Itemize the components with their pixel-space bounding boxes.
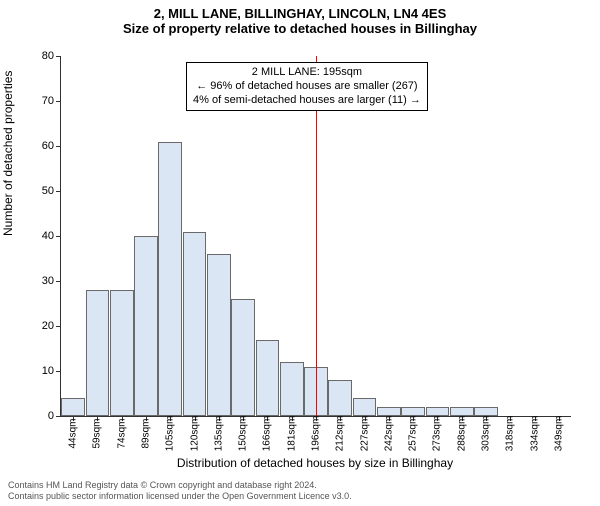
bar [353, 398, 377, 416]
ytick-mark [56, 236, 61, 237]
ytick-mark [56, 146, 61, 147]
xtick-label: 288sqm [456, 416, 467, 452]
annotation-line: 2 MILL LANE: 195sqm [193, 66, 421, 80]
footer-line-1: Contains HM Land Registry data © Crown c… [8, 480, 352, 491]
xtick-label: 120sqm [189, 416, 200, 452]
bar [110, 290, 134, 416]
xtick-label: 181sqm [286, 416, 297, 452]
ytick-mark [56, 191, 61, 192]
ytick-label: 10 [24, 365, 54, 377]
ytick-label: 50 [24, 185, 54, 197]
ytick-mark [56, 326, 61, 327]
ytick-label: 40 [24, 230, 54, 242]
x-axis-label: Distribution of detached houses by size … [60, 456, 570, 470]
bar [231, 299, 255, 416]
plot-area: 44sqm59sqm74sqm89sqm105sqm120sqm135sqm15… [60, 56, 571, 417]
annotation-box: 2 MILL LANE: 195sqm← 96% of detached hou… [186, 62, 428, 111]
bar [183, 232, 207, 417]
bar [256, 340, 280, 417]
chart-title-2: Size of property relative to detached ho… [0, 21, 600, 36]
ytick-label: 20 [24, 320, 54, 332]
xtick-label: 44sqm [68, 418, 79, 448]
bar [280, 362, 304, 416]
xtick-label: 227sqm [359, 416, 370, 452]
xtick-label: 318sqm [505, 416, 516, 452]
bar [207, 254, 231, 416]
footer-line-2: Contains public sector information licen… [8, 491, 352, 502]
ytick-label: 30 [24, 275, 54, 287]
xtick-label: 59sqm [92, 418, 103, 448]
xtick-label: 303sqm [481, 416, 492, 452]
ytick-label: 70 [24, 95, 54, 107]
xtick-label: 273sqm [432, 416, 443, 452]
bar [474, 407, 498, 416]
xtick-label: 257sqm [408, 416, 419, 452]
ytick-label: 0 [24, 410, 54, 422]
xtick-label: 196sqm [311, 416, 322, 452]
bar [426, 407, 450, 416]
xtick-label: 349sqm [553, 416, 564, 452]
xtick-label: 212sqm [335, 416, 346, 452]
footer-attribution: Contains HM Land Registry data © Crown c… [8, 480, 352, 502]
xtick-label: 166sqm [262, 416, 273, 452]
chart-title-1: 2, MILL LANE, BILLINGHAY, LINCOLN, LN4 4… [0, 6, 600, 21]
bar [450, 407, 474, 416]
bar [86, 290, 110, 416]
bar [158, 142, 182, 417]
bar [401, 407, 425, 416]
bar [328, 380, 352, 416]
ytick-label: 60 [24, 140, 54, 152]
xtick-label: 135sqm [213, 416, 224, 452]
xtick-label: 334sqm [529, 416, 540, 452]
y-axis-label: Number of detached properties [1, 71, 15, 236]
xtick-label: 105sqm [165, 416, 176, 452]
bar [377, 407, 401, 416]
ytick-mark [56, 56, 61, 57]
xtick-label: 150sqm [238, 416, 249, 452]
ytick-mark [56, 101, 61, 102]
bar [134, 236, 158, 416]
ytick-label: 80 [24, 50, 54, 62]
annotation-line: 4% of semi-detached houses are larger (1… [193, 94, 421, 108]
annotation-line: ← 96% of detached houses are smaller (26… [193, 80, 421, 94]
xtick-label: 89sqm [141, 418, 152, 448]
xtick-label: 74sqm [116, 418, 127, 448]
ytick-mark [56, 371, 61, 372]
ytick-mark [56, 281, 61, 282]
xtick-label: 242sqm [383, 416, 394, 452]
bar [61, 398, 85, 416]
